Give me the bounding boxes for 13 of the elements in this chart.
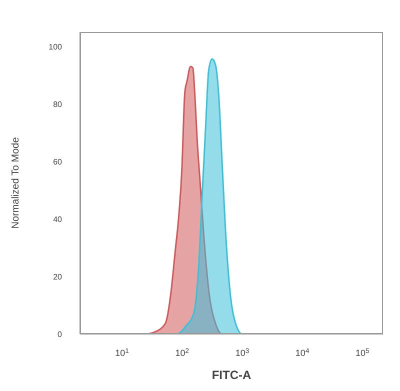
y-tick-label: 0 [58, 330, 63, 339]
y-tick-label: 100 [48, 42, 63, 52]
y-tick-label: 60 [53, 157, 63, 166]
x-axis-title: FITC-A [212, 368, 252, 382]
y-axis-title: Normalized To Mode [10, 136, 22, 229]
x-tick-label: 10$^{3}$ [235, 348, 250, 358]
y-tick-label: 20 [53, 272, 63, 282]
x-tick-label: 10$^{4}$ [295, 348, 310, 358]
x-tick-label: 10$^{2}$ [175, 348, 190, 358]
x-tick-label: 10$^{1}$ [115, 348, 130, 358]
y-tick-label: 80 [53, 100, 63, 109]
y-tick-label: 40 [53, 214, 63, 224]
x-tick-label: 10$^{5}$ [356, 348, 370, 358]
